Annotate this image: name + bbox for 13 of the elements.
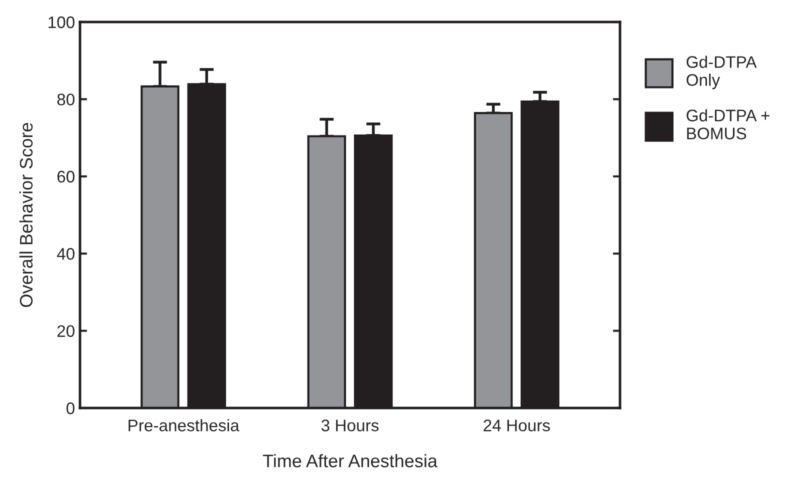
y-tick-label: 80 bbox=[57, 94, 74, 106]
x-axis-title: Time After Anesthesia bbox=[262, 454, 438, 468]
y-tick-label: 100 bbox=[48, 16, 74, 28]
y-axis-title: Overall Behavior Score bbox=[19, 122, 33, 307]
x-tick-label: 24 Hours bbox=[484, 420, 550, 432]
legend-label: Gd-DTPA Only bbox=[686, 56, 757, 90]
x-tick-label: Pre-anesthesia bbox=[128, 419, 240, 432]
y-tick-label: 0 bbox=[66, 402, 74, 414]
legend-label: Gd-DTPA + BOMUS bbox=[686, 109, 770, 140]
y-tick-label: 60 bbox=[57, 170, 74, 183]
x-tick-label: 3 Hours bbox=[321, 420, 379, 432]
y-tick-label: 40 bbox=[56, 248, 74, 260]
y-tick-label: 20 bbox=[57, 325, 74, 338]
